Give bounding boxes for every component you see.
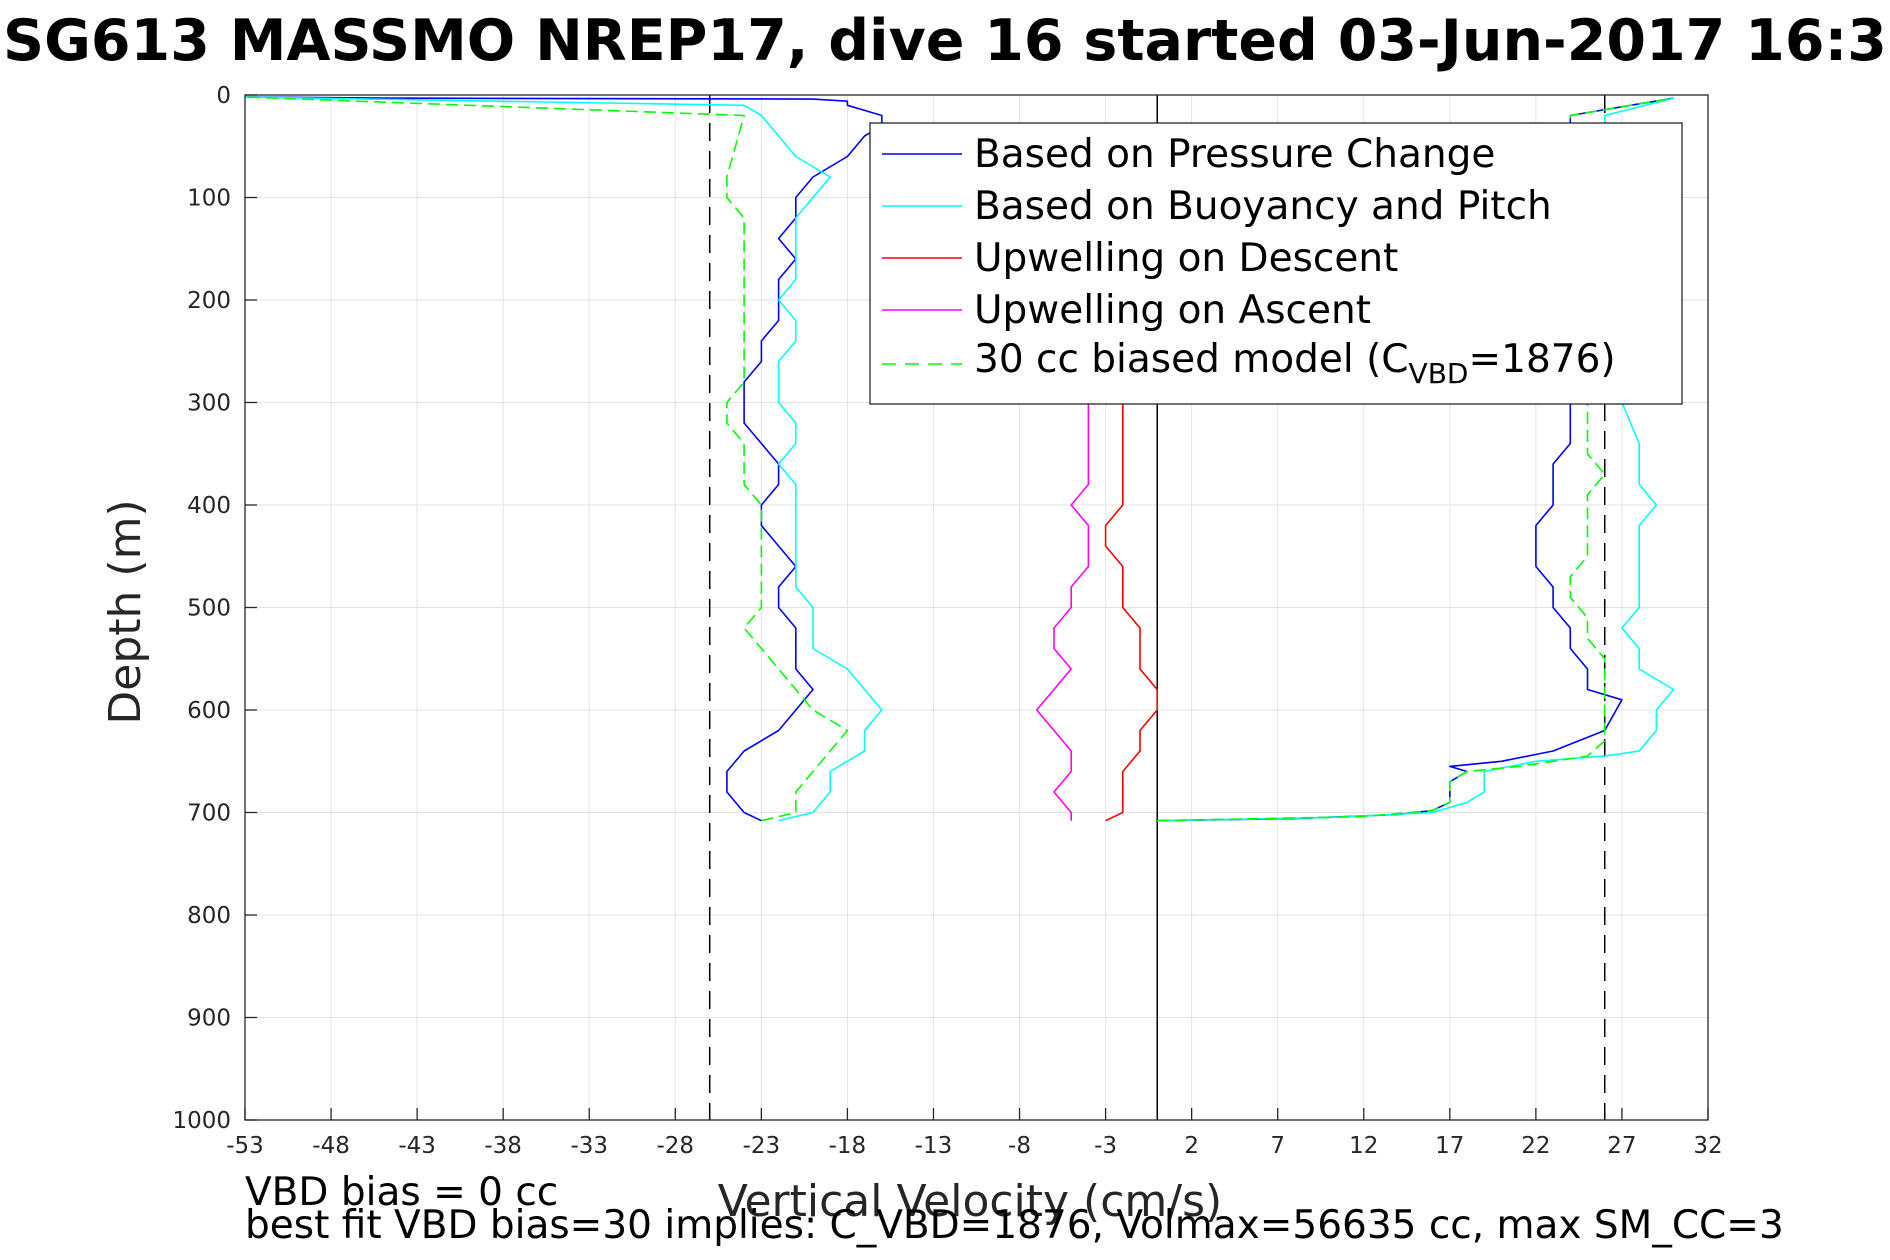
- x-tick-label: -18: [829, 1133, 867, 1159]
- series-line: [1035, 402, 1090, 821]
- x-axis-label: Vertical Velocity (cm/s): [718, 1176, 1222, 1227]
- y-tick-label: 400: [187, 493, 231, 519]
- y-tick-label: 100: [187, 186, 231, 212]
- x-axis: -53 -48 -43 -38 -33 -28 -23 -18 -13 -8 -3 2 7 12 17 22 2…: [226, 1108, 1723, 1159]
- x-tick-label: 7: [1270, 1133, 1285, 1159]
- x-tick-label: -48: [312, 1133, 350, 1159]
- y-tick-label: 700: [187, 801, 231, 827]
- chart-title: SG613 MASSMO NREP17, dive 16 started 03-…: [3, 8, 1887, 74]
- series-line: [1104, 402, 1158, 822]
- y-tick-label: 0: [216, 83, 231, 109]
- series-line: [244, 96, 883, 822]
- x-tick-label: 2: [1184, 1133, 1199, 1159]
- series-line: [1157, 97, 1675, 822]
- series-line: [244, 96, 883, 822]
- x-tick-label: 32: [1693, 1133, 1722, 1159]
- series-line: [1157, 97, 1674, 822]
- vbd-bias-note: VBD bias = 0 cc: [245, 1170, 558, 1215]
- legend-label: Upwelling on Descent: [974, 236, 1398, 281]
- y-tick-label: 200: [187, 288, 231, 314]
- x-tick-label: -53: [226, 1133, 264, 1159]
- x-tick-label: -33: [570, 1133, 608, 1159]
- y-axis: 0 100 200 300 400 500 600 700 800 900 1000: [172, 83, 257, 1134]
- y-tick-label: 600: [187, 698, 231, 724]
- legend-box: [869, 122, 1683, 405]
- x-tick-label: -38: [484, 1133, 522, 1159]
- y-tick-label: 300: [187, 391, 231, 417]
- x-tick-label: 17: [1435, 1133, 1464, 1159]
- best-fit-note: best fit VBD bias=30 implies: C_VBD=1876…: [245, 1203, 1784, 1248]
- legend-label: Based on Buoyancy and Pitch: [974, 184, 1552, 229]
- x-tick-label: -23: [743, 1133, 781, 1159]
- x-tick-label: 27: [1607, 1133, 1636, 1159]
- legend-label: Based on Pressure Change: [974, 132, 1495, 177]
- series-layer: [244, 96, 1675, 822]
- x-tick-label: -13: [915, 1133, 953, 1159]
- series-line: [244, 96, 849, 822]
- legend-label: 30 cc biased model (CVBD=1876): [974, 337, 1616, 390]
- x-tick-label: -28: [657, 1133, 695, 1159]
- y-axis-label: Depth (m): [100, 499, 151, 724]
- x-tick-label: -43: [398, 1133, 436, 1159]
- x-tick-label: -3: [1094, 1133, 1117, 1159]
- x-tick-label: -8: [1008, 1133, 1031, 1159]
- x-tick-label: 12: [1349, 1133, 1378, 1159]
- legend: Based on Pressure Change Based on Buoyanc…: [869, 122, 1683, 405]
- y-tick-label: 500: [187, 596, 231, 622]
- y-tick-label: 800: [187, 903, 231, 929]
- y-tick-label: 900: [187, 1006, 231, 1032]
- series-line: [1157, 97, 1674, 822]
- x-tick-label: 22: [1521, 1133, 1550, 1159]
- y-tick-label: 1000: [172, 1108, 231, 1134]
- legend-label: Upwelling on Ascent: [974, 288, 1371, 333]
